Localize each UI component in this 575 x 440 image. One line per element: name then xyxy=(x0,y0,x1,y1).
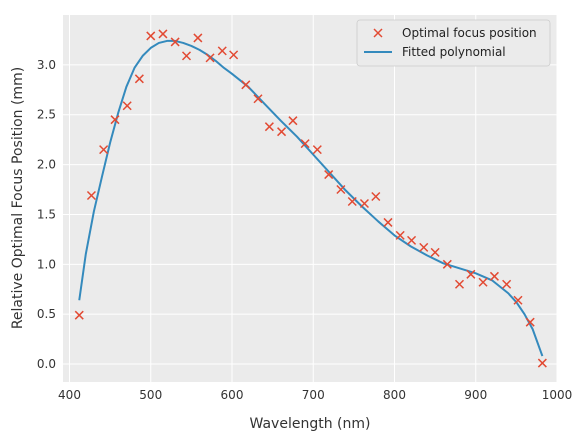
scatter-point xyxy=(454,279,465,289)
legend-label-line: Fitted polynomial xyxy=(402,45,506,59)
y-tick-label: 1.0 xyxy=(37,257,56,271)
scatter-point xyxy=(229,50,239,60)
scatter-point xyxy=(110,115,120,125)
scatter-point xyxy=(193,33,203,43)
x-tick-label: 500 xyxy=(139,388,162,402)
scatter-point xyxy=(347,196,357,207)
x-tick-label: 600 xyxy=(221,388,244,402)
plot-background xyxy=(63,15,557,382)
scatter-point xyxy=(502,279,512,289)
legend-box xyxy=(356,19,551,67)
scatter-point xyxy=(170,37,180,47)
scatter-point xyxy=(478,277,488,287)
scatter-point xyxy=(419,242,429,252)
scatter-point xyxy=(181,51,192,61)
scatter-point xyxy=(146,31,156,41)
scatter-point xyxy=(158,29,168,39)
scatter-point xyxy=(324,170,334,180)
y-tick-label: 3.0 xyxy=(37,58,56,72)
x-tick-label: 700 xyxy=(302,388,325,402)
x-tick-label: 900 xyxy=(464,388,487,402)
x-tick-label: 1000 xyxy=(542,388,573,402)
x-tick-label: 400 xyxy=(58,388,81,402)
scatter-point xyxy=(253,94,263,104)
scatter-point xyxy=(277,127,287,137)
scatter-point xyxy=(312,145,322,155)
scatter-point xyxy=(489,271,499,281)
scatter-point xyxy=(442,259,452,269)
scatter-point xyxy=(359,198,369,209)
scatter-point xyxy=(205,53,215,63)
scatter-point xyxy=(86,190,96,201)
y-tick-labels: 0.0 0.5 1.0 1.5 2.0 2.5 3.0 xyxy=(37,58,56,371)
y-tick-label: 0.0 xyxy=(37,357,56,371)
scatter-point xyxy=(371,191,381,202)
scatter-point xyxy=(264,122,274,132)
scatter-point xyxy=(383,217,393,227)
legend: Optimal focus position Fitted polynomial xyxy=(356,19,551,67)
scatter-point xyxy=(217,46,227,56)
x-tick-labels: 400 500 600 700 800 900 1000 xyxy=(58,388,572,402)
scatter-point xyxy=(430,247,440,257)
scatter-point xyxy=(99,145,109,155)
x-axis-label: Wavelength (nm) xyxy=(250,416,371,432)
y-axis-label: Relative Optimal Focus Position (mm) xyxy=(10,67,26,329)
legend-scatter-marker xyxy=(373,28,383,38)
scatter-point xyxy=(407,235,417,245)
scatter-point xyxy=(74,310,84,320)
scatter-layer xyxy=(74,29,547,368)
legend-label-scatter: Optimal focus position xyxy=(402,26,537,40)
scatter-point xyxy=(537,358,547,368)
y-tick-label: 0.5 xyxy=(37,307,56,321)
scatter-point xyxy=(134,74,144,84)
scatter-point xyxy=(288,116,298,126)
scatter-point xyxy=(336,184,346,195)
scatter-point xyxy=(466,269,476,279)
scatter-point xyxy=(300,139,310,149)
y-tick-label: 2.5 xyxy=(37,108,56,122)
scatter-point xyxy=(241,80,251,90)
scatter-point xyxy=(525,317,535,327)
y-tick-label: 2.0 xyxy=(37,158,56,172)
scatter-point xyxy=(513,295,523,305)
y-tick-label: 1.5 xyxy=(37,207,56,221)
scatter-point xyxy=(122,101,132,111)
scatter-point xyxy=(395,230,405,240)
x-tick-label: 800 xyxy=(383,388,406,402)
